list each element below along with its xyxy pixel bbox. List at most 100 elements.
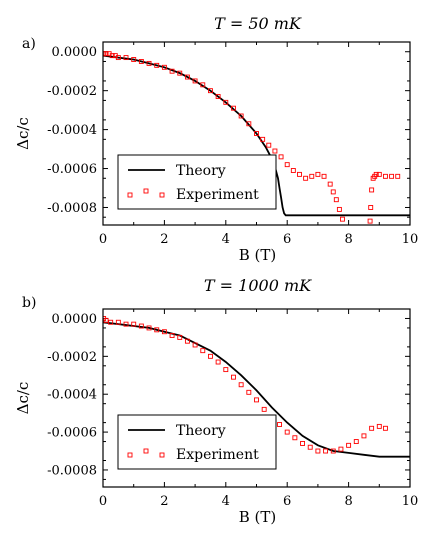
experiment-point bbox=[376, 171, 382, 177]
experiment-point bbox=[336, 206, 342, 212]
legend-experiment-marker bbox=[143, 188, 149, 194]
y-tick-label: -0.0002 bbox=[47, 84, 97, 99]
experiment-point bbox=[266, 142, 272, 148]
experiment-point bbox=[307, 444, 313, 450]
experiment-point bbox=[223, 367, 229, 373]
experiment-point bbox=[215, 94, 221, 99]
y-tick-label: -0.0004 bbox=[47, 388, 97, 403]
experiment-point bbox=[369, 187, 375, 193]
experiment-point bbox=[376, 423, 382, 429]
experiment-point bbox=[353, 439, 359, 445]
experiment-point bbox=[146, 60, 152, 66]
x-tick-label: 6 bbox=[283, 232, 291, 247]
experiment-point bbox=[277, 422, 282, 427]
y-tick-label: -0.0008 bbox=[47, 463, 97, 478]
experiment-point bbox=[103, 317, 109, 323]
experiment-point bbox=[327, 181, 333, 187]
experiment-point bbox=[278, 154, 284, 160]
x-tick-label: 6 bbox=[283, 494, 291, 509]
series-theory-line bbox=[103, 321, 410, 458]
x-axis-label: B (T) bbox=[239, 508, 277, 526]
experiment-point bbox=[389, 173, 395, 179]
experiment-point bbox=[382, 173, 388, 179]
experiment-point bbox=[290, 168, 296, 173]
experiment-point bbox=[292, 435, 298, 441]
legend: Theory Experiment bbox=[117, 414, 277, 470]
experiment-point bbox=[315, 171, 321, 177]
y-axis-label: Δc/c bbox=[14, 382, 32, 415]
chart-title: T = 1000 mK bbox=[204, 276, 312, 295]
experiment-point bbox=[192, 342, 198, 348]
y-tick-label: 0.0000 bbox=[52, 45, 98, 60]
experiment-point bbox=[367, 218, 373, 224]
experiment-point bbox=[103, 51, 107, 57]
x-tick-label: 4 bbox=[222, 494, 230, 509]
experiment-point bbox=[223, 99, 229, 105]
chart-panel-2: T = 1000 mK b) 0 2 4 6 8 10 0.0000 -0.0002 -0.0004… bbox=[14, 276, 418, 526]
y-tick-label: -0.0006 bbox=[47, 162, 97, 177]
legend-box bbox=[117, 414, 277, 470]
experiment-point bbox=[192, 78, 198, 84]
x-tick-label: 0 bbox=[99, 232, 107, 247]
experiment-point bbox=[260, 136, 266, 142]
y-tick-label: -0.0008 bbox=[47, 201, 97, 216]
axes-frame bbox=[102, 41, 411, 226]
experiment-point bbox=[303, 175, 309, 181]
experiment-point bbox=[238, 382, 244, 388]
experiment-point bbox=[315, 448, 321, 454]
experiment-point bbox=[246, 121, 252, 127]
plot-area bbox=[103, 316, 410, 458]
experiment-point bbox=[131, 321, 137, 327]
x-axis-label: B (T) bbox=[239, 246, 277, 264]
y-tick-label: -0.0006 bbox=[47, 426, 97, 441]
experiment-point bbox=[361, 433, 367, 439]
experiment-point bbox=[382, 425, 388, 431]
experiment-point bbox=[169, 68, 175, 74]
experiment-point bbox=[215, 359, 221, 365]
experiment-point bbox=[254, 131, 259, 136]
plot-area bbox=[103, 51, 410, 225]
y-tick-label: -0.0002 bbox=[47, 350, 97, 365]
experiment-point bbox=[330, 448, 336, 454]
experiment-point bbox=[108, 319, 114, 325]
experiment-point bbox=[115, 55, 121, 61]
legend-experiment-marker bbox=[143, 448, 149, 454]
experiment-point bbox=[207, 88, 213, 94]
experiment-point bbox=[369, 425, 375, 431]
experiment-point bbox=[115, 319, 121, 325]
legend: Theory Experiment bbox=[117, 154, 277, 210]
experiment-point bbox=[333, 197, 339, 203]
experiment-point bbox=[284, 162, 290, 168]
experiment-point bbox=[346, 442, 352, 448]
y-tick-label: 0.0000 bbox=[52, 312, 98, 327]
experiment-point bbox=[146, 325, 152, 331]
x-tick-label: 8 bbox=[344, 494, 352, 509]
experiment-point bbox=[231, 105, 236, 111]
experiment-point bbox=[231, 374, 236, 380]
x-tick-label: 0 bbox=[99, 494, 107, 509]
legend-box bbox=[117, 154, 277, 210]
experiment-point bbox=[161, 329, 167, 335]
experiment-point bbox=[300, 440, 305, 446]
experiment-point bbox=[154, 327, 160, 333]
experiment-point bbox=[368, 205, 374, 210]
experiment-point bbox=[321, 173, 327, 179]
experiment-point bbox=[246, 389, 252, 395]
experiment-point bbox=[323, 448, 329, 454]
x-tick-label: 2 bbox=[160, 232, 168, 247]
experiment-point bbox=[200, 82, 206, 88]
experiment-point bbox=[169, 333, 175, 338]
x-tick-label: 10 bbox=[402, 494, 419, 509]
experiment-point bbox=[177, 334, 183, 340]
experiment-point bbox=[138, 59, 144, 64]
x-tick-label: 8 bbox=[344, 232, 352, 247]
axes-frame bbox=[102, 308, 411, 488]
panel-label: b) bbox=[22, 295, 36, 311]
y-axis-label: Δc/c bbox=[14, 117, 32, 150]
experiment-point bbox=[338, 446, 344, 452]
chart-panel-1: T = 50 mK a) 0 2 4 6 8 10 0.0000 -0.0002 -0.0004 -0… bbox=[14, 14, 418, 264]
experiment-point bbox=[272, 148, 278, 154]
experiment-point bbox=[373, 171, 379, 177]
experiment-point bbox=[207, 353, 213, 359]
